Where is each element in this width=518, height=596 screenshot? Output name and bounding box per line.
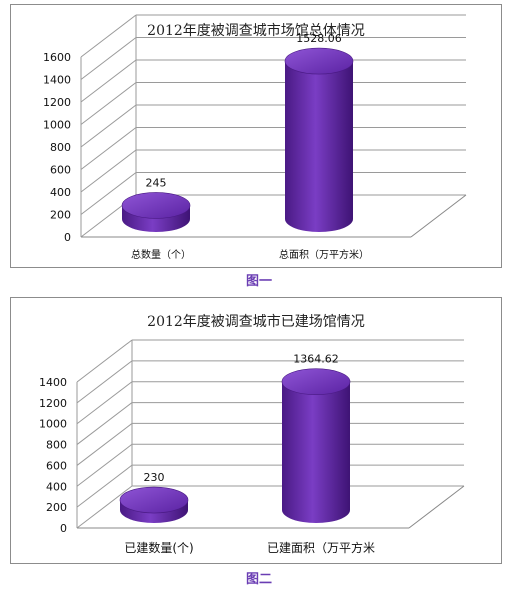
y-tick-label: 1200 xyxy=(43,96,71,109)
data-label: 245 xyxy=(146,176,167,189)
y-tick-label: 400 xyxy=(50,186,71,199)
gridline-side xyxy=(80,104,137,148)
y-tick-label: 200 xyxy=(50,209,71,222)
gridline-side xyxy=(76,423,133,466)
y-tick-label: 1600 xyxy=(43,51,71,64)
chart-1-svg: 2012年度被调查城市场馆总体情况 0 200 400 600 800 1000 1200 14… xyxy=(43,14,467,261)
chart-2-svg: 2012年度被调查城市已建场馆情况 0 200 400 600 800 1000 1200 14… xyxy=(39,313,465,555)
gridline-side xyxy=(80,82,137,125)
chart-title: 2012年度被调查城市场馆总体情况 xyxy=(147,22,365,39)
gridline-side xyxy=(80,149,137,193)
y-tick-label: 0 xyxy=(64,231,71,244)
gridline-side xyxy=(80,172,137,215)
x-category-label: 总数量（个） xyxy=(131,248,191,261)
y-tick-label: 800 xyxy=(46,439,67,452)
y-tick-label: 1000 xyxy=(43,119,71,132)
data-label: 230 xyxy=(144,471,165,484)
y-tick-label: 800 xyxy=(50,141,71,154)
bar-cylinder xyxy=(119,486,189,523)
bar-cylinder xyxy=(281,368,351,523)
y-tick-label: 0 xyxy=(60,522,67,535)
bar-top xyxy=(119,486,189,514)
x-category-labels: 已建数量(个) 已建面积（万平方米 xyxy=(124,540,375,555)
bars: 230 1364.62 xyxy=(119,353,351,523)
bar-top xyxy=(121,192,191,219)
figure-caption-2: 图二 xyxy=(245,572,272,587)
gridline-side xyxy=(76,402,133,445)
gridline-side xyxy=(80,14,137,58)
bar-cylinder xyxy=(284,47,354,233)
chart-title: 2012年度被调查城市已建场馆情况 xyxy=(147,313,365,330)
bar-cylinder xyxy=(121,192,191,232)
x-category-label: 已建面积（万平方米 xyxy=(267,540,375,555)
x-category-label: 已建数量(个) xyxy=(124,540,193,555)
floor-right-edge xyxy=(410,194,467,238)
chart-panel-1: 2012年度被调查城市场馆总体情况 0 200 400 600 800 1000 1200 14… xyxy=(10,4,502,268)
gridline-side xyxy=(76,485,133,529)
gridline-side xyxy=(76,443,133,487)
y-tick-label: 200 xyxy=(46,501,67,514)
bar-top xyxy=(284,47,354,75)
data-label: 1364.62 xyxy=(293,353,339,366)
figure-caption-1: 图一 xyxy=(245,274,272,289)
y-tick-labels: 0 200 400 600 800 1000 1200 1400 xyxy=(39,376,67,535)
x-category-labels: 总数量（个） 总面积（万平方米） xyxy=(131,248,369,261)
gridline-side xyxy=(76,339,133,383)
gridline-side xyxy=(80,37,137,80)
floor-right-edge xyxy=(408,485,465,529)
bar-top xyxy=(281,368,351,395)
bars: 245 1528.06 xyxy=(121,32,354,233)
bar-body xyxy=(285,61,353,233)
gridline-side xyxy=(80,127,137,170)
gridline-side xyxy=(76,464,133,508)
y-tick-label: 1400 xyxy=(39,376,67,389)
x-category-label: 总面积（万平方米） xyxy=(279,248,369,261)
data-label: 1528.06 xyxy=(296,32,342,45)
y-tick-label: 1200 xyxy=(39,397,67,410)
gridline-side xyxy=(76,360,133,404)
y-tick-labels: 0 200 400 600 800 1000 1200 1400 1600 xyxy=(43,51,71,244)
chart-panel-2: 2012年度被调查城市已建场馆情况 0 200 400 600 800 1000 1200 14… xyxy=(10,297,502,564)
y-tick-label: 400 xyxy=(46,480,67,493)
gridline-side xyxy=(76,381,133,425)
bar-body xyxy=(282,381,350,523)
y-tick-label: 1400 xyxy=(43,74,71,87)
y-tick-label: 600 xyxy=(50,164,71,177)
y-tick-label: 600 xyxy=(46,459,67,472)
y-tick-label: 1000 xyxy=(39,418,67,431)
gridline-side xyxy=(80,59,137,103)
